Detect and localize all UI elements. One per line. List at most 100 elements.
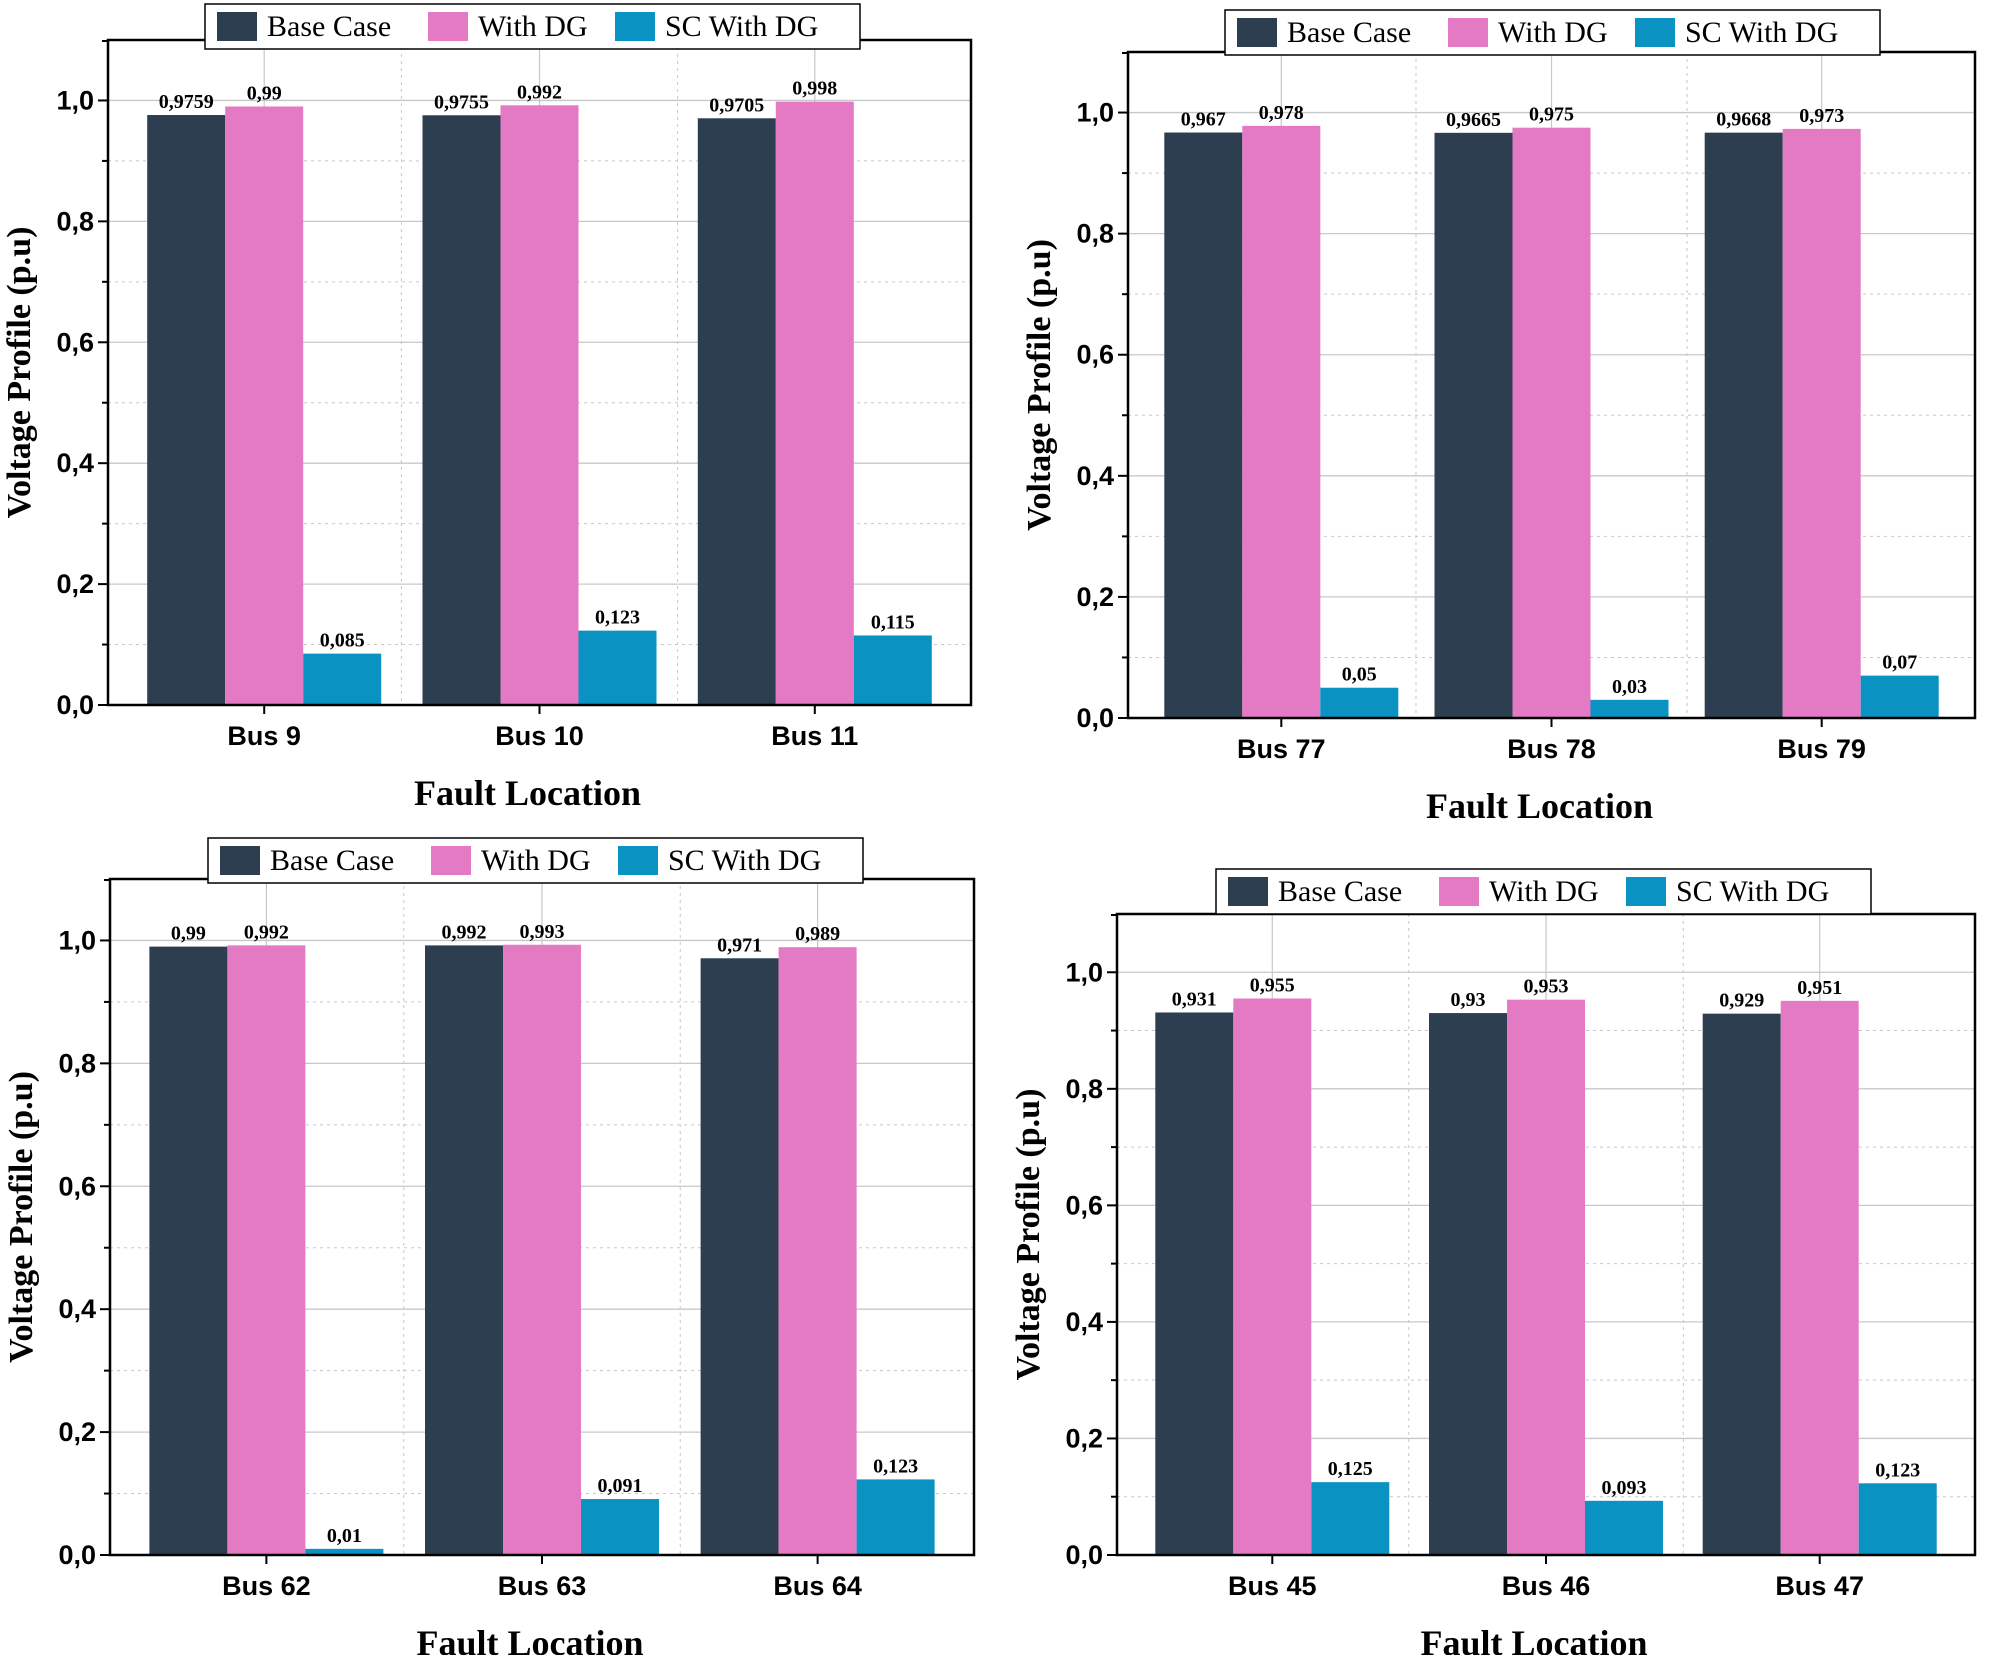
y-tick-label: 1,0 [58,925,96,955]
y-tick-label: 0,8 [1076,219,1114,249]
y-tick-label: 0,2 [1065,1423,1103,1453]
legend-swatch-dg [1448,18,1488,47]
y-tick-label: 0,6 [56,327,94,357]
bar-base-2 [425,945,503,1555]
data-label: 0,99 [171,923,206,945]
data-label: 0,9665 [1446,109,1501,131]
bar-sc-3 [1860,675,1939,718]
bar-sc-2 [578,630,657,705]
bar-dg-3 [1780,1000,1859,1555]
legend-swatch-sc [1635,18,1675,47]
x-tick-label: Bus 78 [1507,734,1596,764]
data-label: 0,93 [1451,989,1486,1011]
bar-dg-2 [503,944,581,1555]
data-label: 0,955 [1250,974,1295,996]
data-label: 0,978 [1259,102,1304,124]
chart-panel-top-right: 0,967 0,978 0,05 Bus 77 0,9665 0,975 0,03 Bus 7… [1003,0,2006,827]
bar-base-2 [1434,132,1513,718]
data-label: 0,9705 [709,94,764,116]
data-label: 0,992 [244,921,289,943]
chart-bottom-left: 0,99 0,992 0,01 Bus 62 0,992 0,993 0,091 Bus 63… [3,837,976,1660]
bar-sc-3 [856,1479,935,1555]
legend-box [204,3,861,50]
chart-panel-bottom-right: 0,931 0,955 0,125 Bus 45 0,93 0,953 0,093 Bus 4… [1003,827,2006,1660]
bar-base-1 [149,946,228,1555]
y-tick-label: 0,2 [56,569,94,599]
data-label: 0,931 [1172,988,1217,1010]
data-label: 0,975 [1529,104,1574,126]
y-tick-label: 0,8 [1065,1074,1103,1104]
bar-base-3 [700,958,779,1555]
chart-top-left: 0,9759 0,99 0,085 Bus 9 0,9755 0,992 0,123 Bus … [1,3,973,813]
bar-sc-2 [581,1499,659,1555]
y-tick-label: 0,2 [58,1417,96,1447]
legend-swatch-sc [615,12,655,41]
y-tick-label: 0,6 [58,1171,96,1201]
legend-label-base: Base Case [270,844,394,877]
legend-label-dg: With DG [481,844,591,877]
y-axis-title: Voltage Profile (p.u) [1010,1089,1047,1381]
legend-label-base: Base Case [1287,16,1411,49]
legend-swatch-base [1228,877,1268,906]
y-tick-label: 0,4 [1076,461,1114,491]
x-axis-title: Fault Location [416,1623,643,1655]
bar-base-3 [1702,1013,1781,1555]
bar-dg-3 [1782,128,1861,719]
chart-panel-bottom-left: 0,99 0,992 0,01 Bus 62 0,992 0,993 0,091 Bus 63… [0,827,1003,1660]
data-label: 0,971 [717,934,762,956]
bar-dg-1 [227,945,306,1555]
x-axis-title: Fault Location [1426,786,1653,826]
data-label: 0,953 [1524,976,1569,998]
bar-dg-1 [225,106,304,705]
legend-box [1215,868,1872,915]
data-label: 0,9755 [434,91,489,113]
y-tick-label: 0,0 [1076,703,1114,733]
data-label: 0,951 [1797,977,1842,999]
x-tick-label: Bus 77 [1237,734,1326,764]
bar-base-3 [697,118,776,705]
legend-swatch-dg [1439,877,1479,906]
y-tick-label: 0,4 [1065,1307,1103,1337]
y-tick-label: 0,0 [1065,1540,1103,1570]
bar-base-1 [1164,132,1243,718]
legend-label-sc: SC With DG [668,844,821,877]
data-label: 0,091 [598,1475,643,1497]
data-label: 0,992 [517,81,562,103]
x-tick-label: Bus 46 [1502,1571,1591,1601]
bar-base-1 [1155,1012,1234,1555]
legend-label-base: Base Case [267,10,391,43]
legend-box [207,837,864,884]
bar-dg-3 [775,101,854,705]
data-label: 0,01 [327,1525,362,1547]
x-tick-label: Bus 45 [1228,1571,1317,1601]
data-label: 0,993 [520,921,565,943]
bar-dg-3 [778,947,857,1555]
x-tick-label: Bus 62 [222,1571,311,1601]
y-axis-title: Voltage Profile (p.u) [3,1071,40,1363]
legend-label-dg: With DG [478,10,588,43]
y-axis-title: Voltage Profile (p.u) [1021,239,1058,531]
data-label: 0,05 [1342,664,1377,686]
bar-dg-2 [1512,127,1591,718]
bar-base-2 [1429,1013,1507,1555]
bar-base-1 [147,115,226,705]
bar-base-3 [1704,132,1783,718]
data-label: 0,115 [871,611,915,633]
data-label: 0,123 [1875,1459,1920,1481]
bar-dg-1 [1242,125,1321,718]
bar-sc-2 [1590,699,1669,718]
x-tick-label: Bus 64 [773,1571,862,1601]
data-label: 0,03 [1612,676,1647,698]
data-label: 0,973 [1799,105,1844,127]
bar-sc-1 [305,1548,384,1555]
bar-sc-3 [853,635,932,705]
legend-label-base: Base Case [1278,875,1402,908]
legend-swatch-base [220,846,260,875]
data-label: 0,992 [442,921,487,943]
data-label: 0,99 [247,83,282,105]
y-tick-label: 0,4 [58,1294,96,1324]
bar-sc-2 [1585,1500,1663,1555]
bar-sc-1 [1320,687,1399,718]
bar-sc-1 [303,653,382,705]
bar-sc-1 [1311,1482,1390,1555]
